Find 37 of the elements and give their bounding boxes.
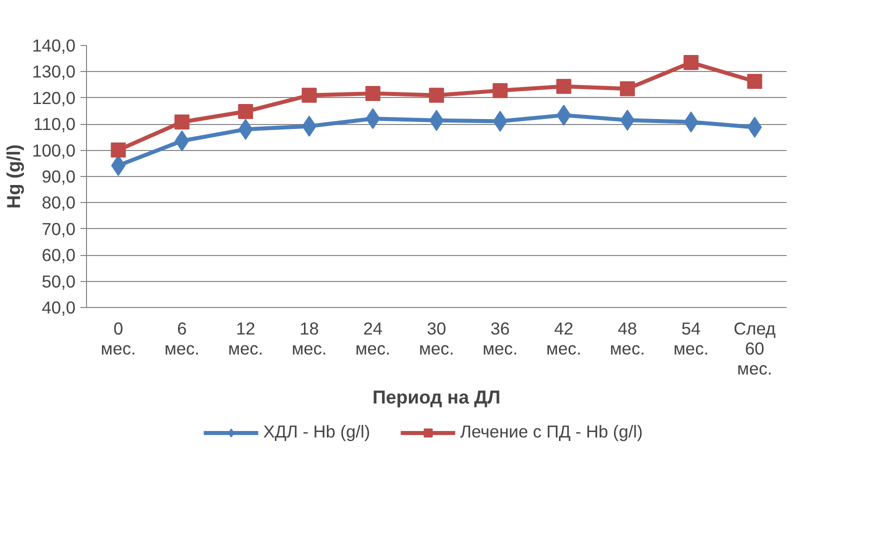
y-axis-title: Hg (g/l) <box>3 144 24 209</box>
x-tick-label: 0 мес. <box>100 318 136 358</box>
y-tick-label: 50,0 <box>42 271 76 292</box>
x-tick-label: 42 мес. <box>546 318 582 358</box>
y-tick-label: 120,0 <box>32 88 76 108</box>
y-tick-label: 110,0 <box>33 114 76 134</box>
y-tick-label: 100,0 <box>32 140 76 160</box>
x-tick-label: 24 мес. <box>355 318 390 358</box>
y-tick-label: 40,0 <box>42 298 76 318</box>
y-tick-label: 130,0 <box>32 62 76 82</box>
y-tick-label: 70,0 <box>42 218 76 239</box>
y-tick-label: 90,0 <box>42 166 76 186</box>
x-tick-label: 18 мес. <box>292 318 327 358</box>
point <box>174 114 190 130</box>
point <box>365 86 380 101</box>
x-tick-label: 36 мес. <box>482 318 518 358</box>
point <box>620 81 635 96</box>
y-tick-label: 140,0 <box>32 36 76 56</box>
x-axis-title: Период на ДЛ <box>372 386 501 408</box>
point <box>238 104 254 120</box>
legend-label: Лечение с ПД - Hb (g/l) <box>460 422 643 442</box>
legend-label: ХДЛ - Hb (g/l) <box>263 422 370 442</box>
point <box>429 88 444 103</box>
x-tick-label: След 60 мес. <box>734 318 776 378</box>
point <box>110 142 126 158</box>
x-tick-label: 48 мес. <box>610 318 645 358</box>
point <box>302 88 317 103</box>
y-tick-label: 80,0 <box>42 192 76 213</box>
y-tick-label: 60,0 <box>42 245 76 266</box>
point <box>492 83 508 98</box>
point <box>556 78 572 94</box>
x-tick-label: 6 мес. <box>164 318 200 358</box>
x-tick-label: 12 мес. <box>228 318 264 358</box>
x-tick-label: 54 мес. <box>674 318 709 358</box>
x-tick-label: 30 мес. <box>418 318 454 358</box>
point <box>747 74 762 89</box>
point <box>684 55 699 70</box>
